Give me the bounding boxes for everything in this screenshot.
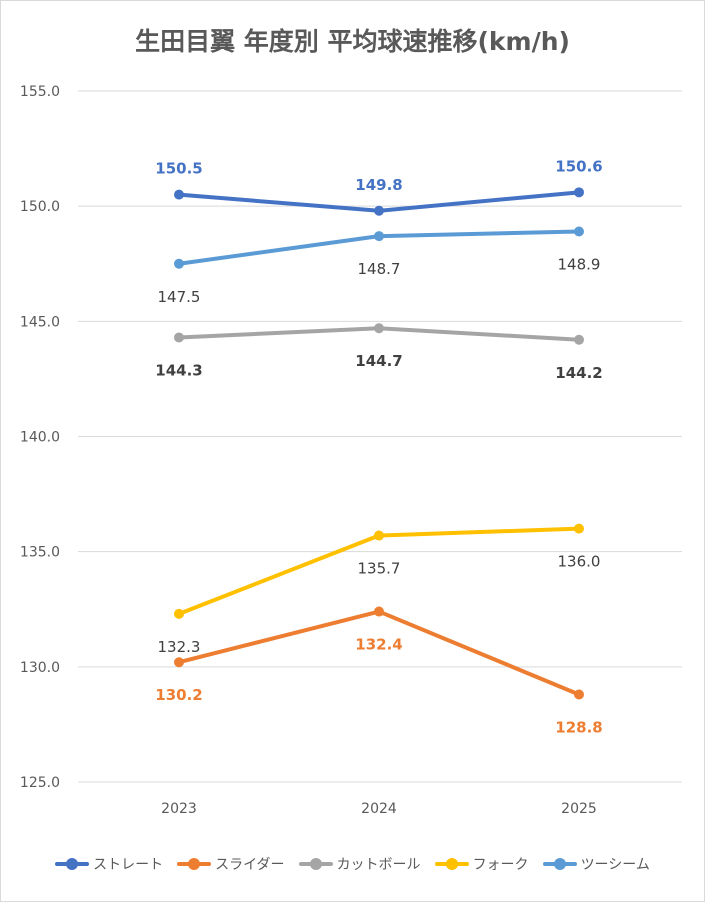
data-label: 132.3	[158, 638, 201, 656]
legend-item: ツーシーム	[542, 854, 650, 874]
data-point	[174, 657, 184, 668]
data-label: 148.7	[358, 260, 401, 278]
chart-title: 生田目翼 年度別 平均球速推移(km/h)	[135, 27, 570, 56]
legend-label: カットボール	[336, 857, 421, 873]
data-point	[574, 334, 584, 345]
data-point	[374, 231, 384, 242]
data-label: 144.7	[355, 352, 402, 370]
legend-label: ストレート	[93, 857, 164, 873]
legend-label: ツーシーム	[580, 857, 650, 873]
legend-swatch	[542, 858, 577, 870]
data-point	[574, 523, 584, 534]
legend-label: スライダー	[215, 857, 285, 873]
data-label: 132.4	[355, 636, 402, 654]
y-tick-label: 145.0	[20, 314, 60, 330]
x-tick-label: 2024	[361, 801, 397, 817]
y-tick-label: 155.0	[20, 84, 60, 100]
data-label: 148.9	[558, 256, 601, 274]
data-label: 130.2	[155, 686, 202, 704]
legend-item: フォーク	[434, 854, 529, 874]
data-point	[374, 530, 384, 541]
y-tick-label: 135.0	[20, 545, 60, 561]
x-tick-label: 2023	[161, 801, 197, 817]
data-point	[174, 332, 184, 343]
data-label: 150.6	[555, 157, 602, 175]
legend-swatch	[434, 858, 469, 870]
data-label: 144.2	[555, 364, 602, 382]
y-tick-label: 140.0	[20, 430, 60, 446]
data-point	[374, 606, 384, 617]
y-tick-label: 150.0	[20, 199, 60, 215]
data-point	[174, 608, 184, 619]
data-label: 150.5	[155, 160, 202, 178]
data-label: 135.7	[358, 560, 401, 578]
data-label: 136.0	[558, 553, 601, 571]
y-tick-label: 130.0	[20, 660, 60, 676]
data-point	[574, 226, 584, 237]
data-point	[374, 205, 384, 216]
data-label: 149.8	[355, 176, 402, 194]
data-point	[174, 189, 184, 200]
legend-swatch	[55, 858, 90, 870]
data-label: 147.5	[158, 288, 201, 306]
x-tick-label: 2025	[561, 801, 597, 817]
y-tick-label: 125.0	[20, 775, 60, 791]
data-label: 128.8	[555, 718, 602, 736]
data-point	[174, 258, 184, 269]
legend-swatch	[177, 858, 212, 870]
legend-label: フォーク	[472, 857, 529, 873]
data-label: 144.3	[155, 361, 202, 379]
legend-item: スライダー	[177, 854, 285, 874]
legend-swatch	[298, 858, 333, 870]
legend-item: カットボール	[298, 854, 421, 874]
data-point	[574, 187, 584, 198]
chart-legend: ストレート スライダー カットボール フォーク ツーシーム	[0, 854, 705, 874]
data-point	[574, 689, 584, 700]
data-point	[374, 323, 384, 334]
legend-item: ストレート	[55, 854, 163, 874]
